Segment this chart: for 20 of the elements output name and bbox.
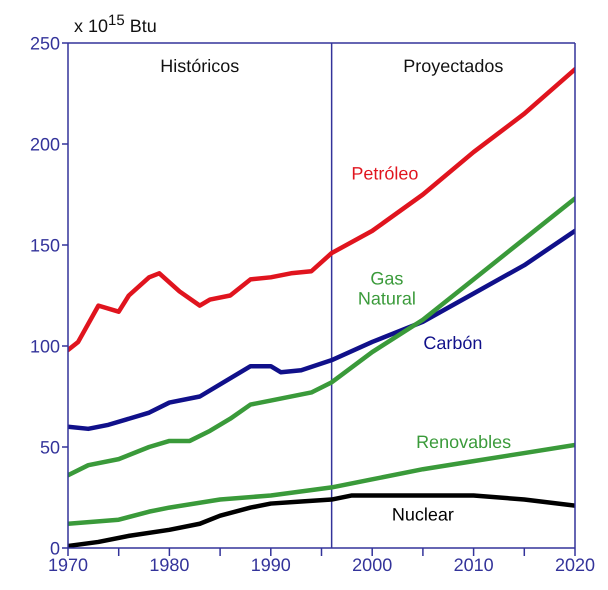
x-tick-label: 1980 (149, 554, 190, 575)
y-tick-label: 50 (40, 437, 60, 458)
y-axis-title: x 10$^{15}$ Btu (74, 12, 157, 37)
y-tick-label: 250 (30, 33, 60, 54)
y-tick-label: 100 (30, 336, 60, 356)
line-series (68, 228, 575, 432)
x-tick-label: 2010 (454, 554, 494, 575)
series-label: Nuclear (392, 504, 454, 524)
series-label: Carbón (423, 332, 482, 353)
y-tick-label: 150 (30, 235, 60, 256)
annotation: Históricos (160, 56, 240, 76)
x-tick-label: 1990 (250, 554, 291, 575)
series-label: Gas Natural (358, 268, 416, 308)
series-label: Petróleo (351, 163, 418, 184)
x-tick-label: 2020 (554, 554, 596, 575)
x-tick-label: 2000 (352, 554, 392, 575)
annotation: Proyectados (403, 56, 504, 76)
line-series (68, 196, 575, 478)
series-label: Renovables (416, 432, 512, 452)
y-tick-label: 200 (30, 134, 60, 154)
